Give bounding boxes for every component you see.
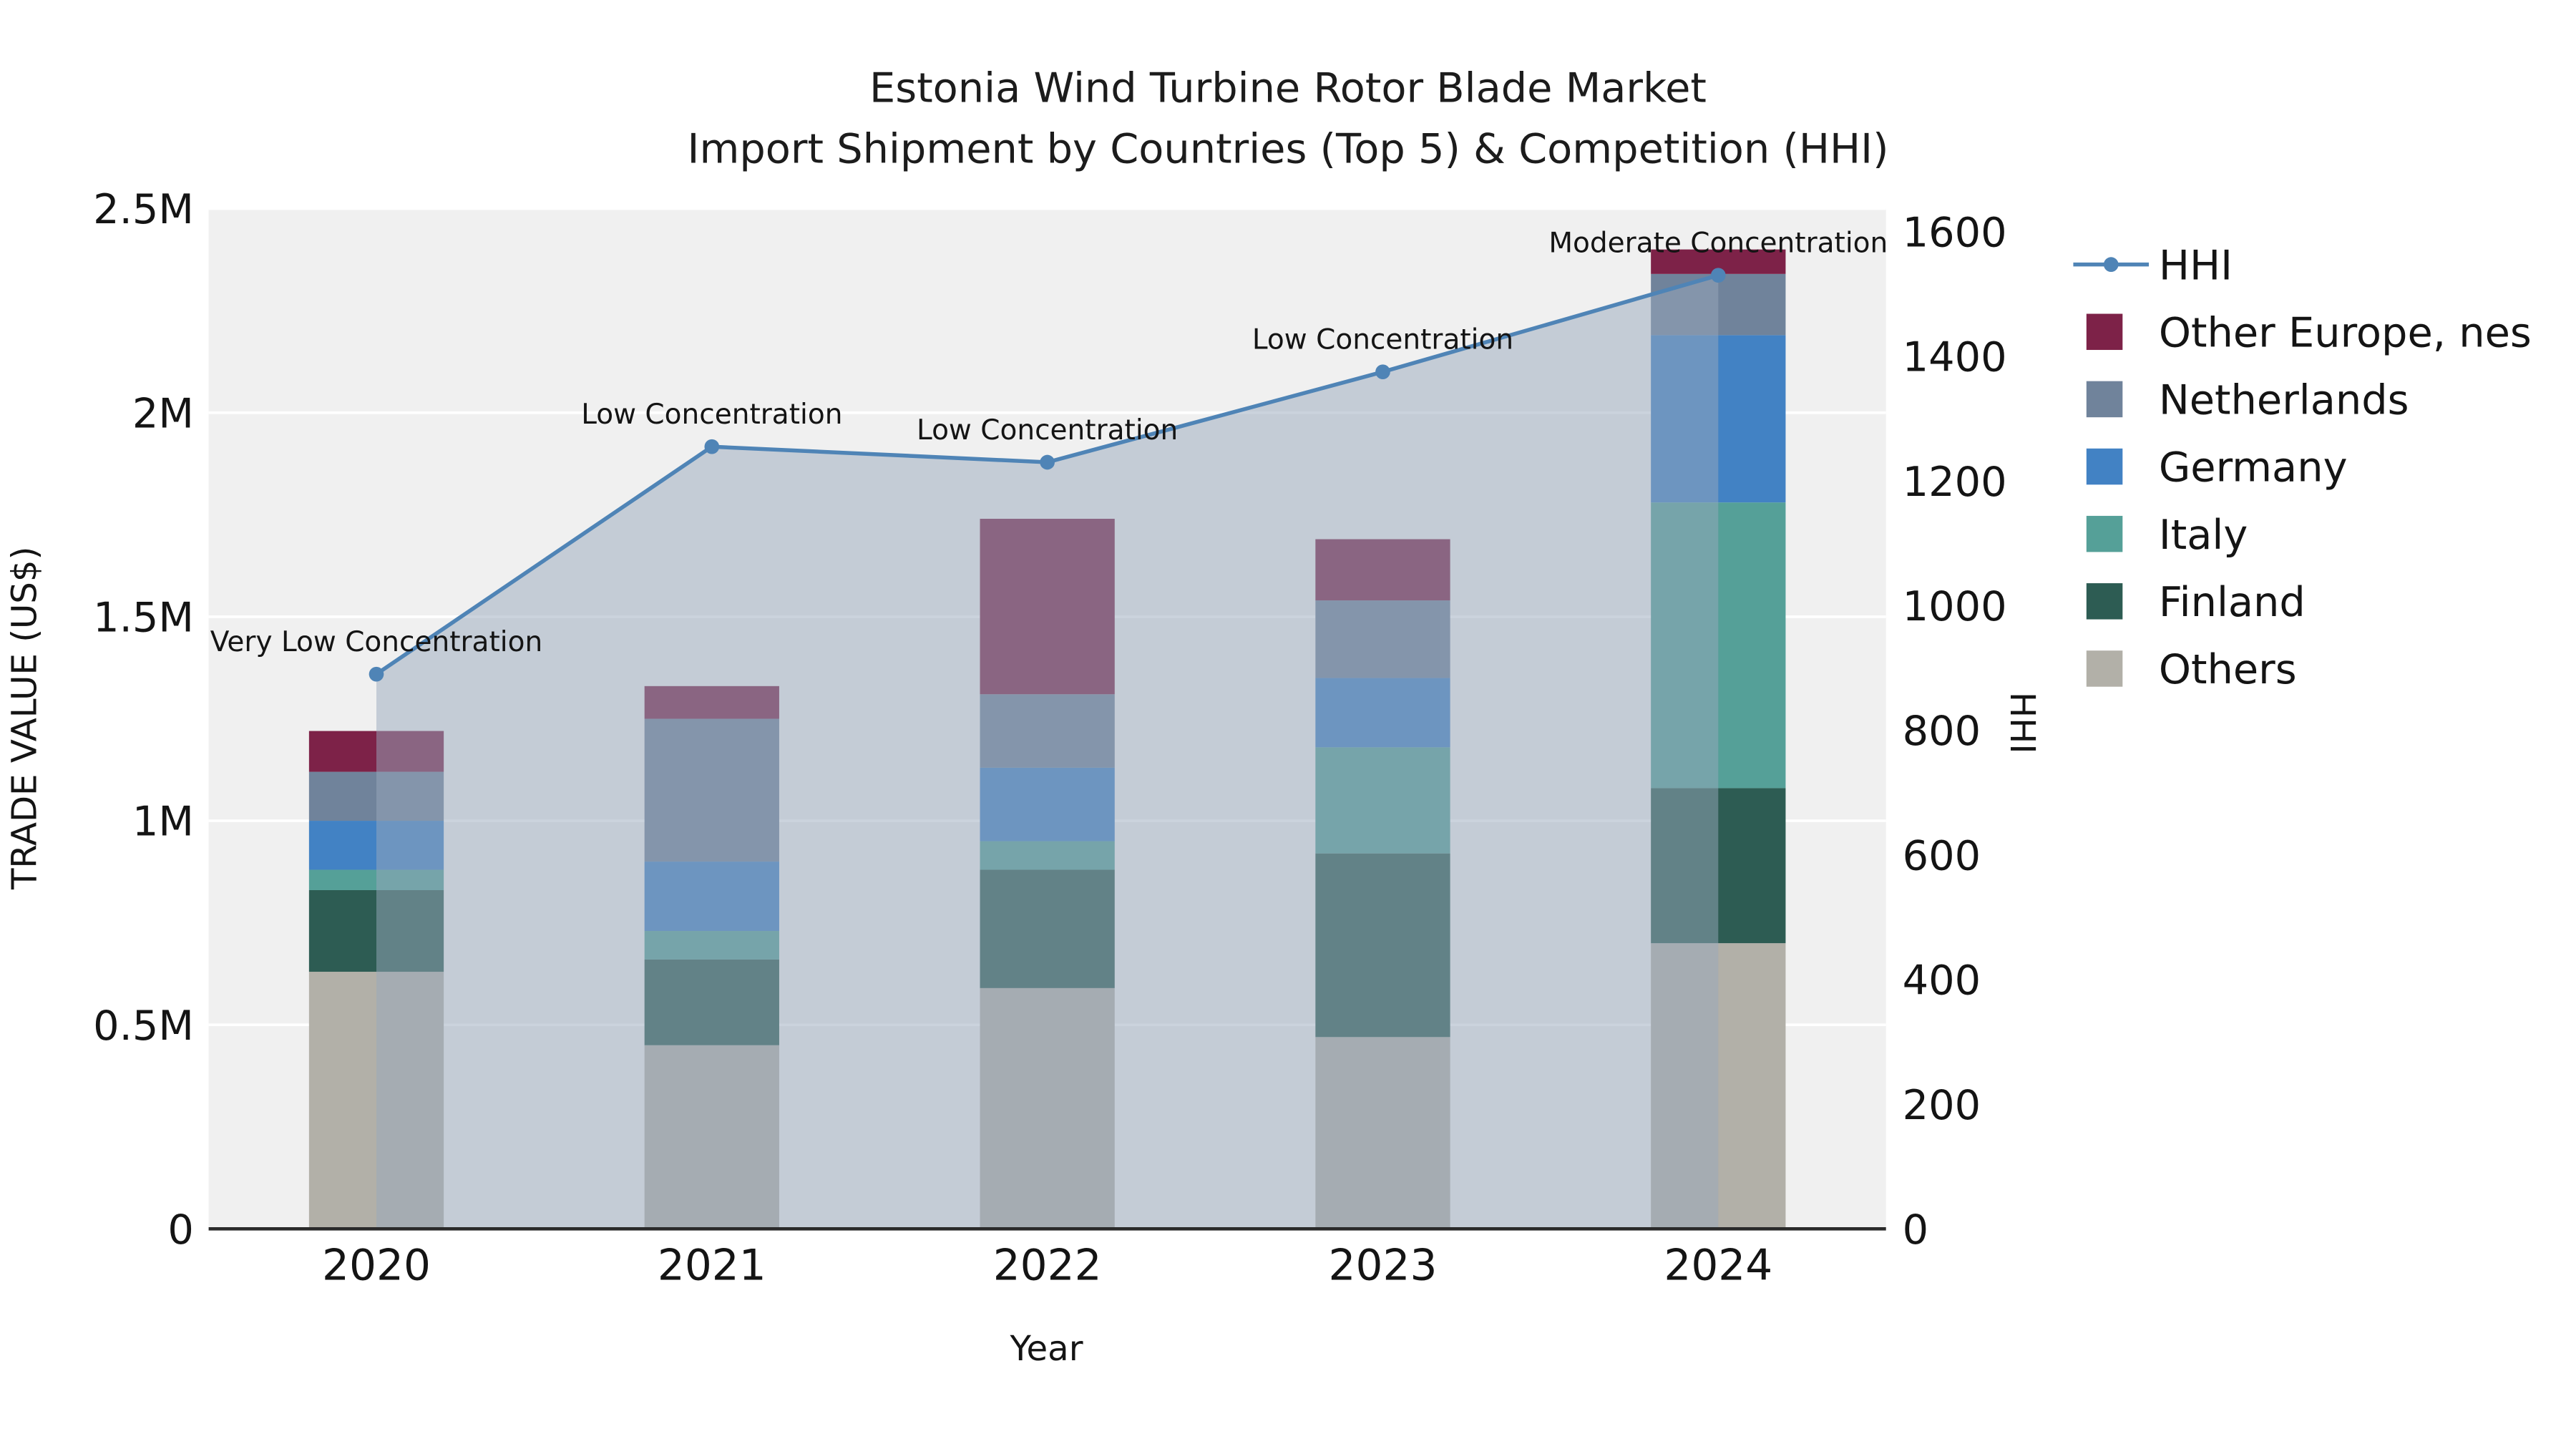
legend-label-finland: Finland bbox=[2159, 578, 2306, 626]
y-right-tick-label: 1600 bbox=[1903, 208, 2007, 256]
y-right-tick-label: 600 bbox=[1903, 831, 1981, 879]
y-right-tick-label: 1400 bbox=[1903, 333, 2007, 381]
hhi-annotation: Low Concentration bbox=[917, 414, 1178, 447]
y-left-tick-label: 1M bbox=[132, 798, 194, 846]
legend-swatch-finland bbox=[2086, 583, 2123, 620]
y-right-tick-label: 400 bbox=[1903, 957, 1981, 1005]
hhi-annotation: Moderate Concentration bbox=[1548, 228, 1888, 260]
plot-layer: Very Low Concentration Low Concentration L… bbox=[93, 185, 2007, 1290]
chart-title-line2: Import Shipment by Countries (Top 5) & C… bbox=[688, 125, 1889, 172]
y-left-tick-label: 0.5M bbox=[93, 1002, 194, 1050]
hhi-marker bbox=[704, 439, 720, 454]
legend-swatch-italy bbox=[2086, 515, 2123, 552]
y-right-tick-label: 200 bbox=[1903, 1081, 1981, 1129]
legend-hhi-marker bbox=[2103, 257, 2119, 272]
legend-swatch-germany bbox=[2086, 448, 2123, 485]
legend-label-italy: Italy bbox=[2159, 511, 2248, 559]
y-right-tick-label: 0 bbox=[1903, 1206, 1929, 1254]
y-right-tick-label: 800 bbox=[1903, 707, 1981, 755]
x-tick-label: 2022 bbox=[993, 1241, 1102, 1291]
hhi-marker bbox=[1040, 454, 1055, 470]
y-left-tick-label: 2M bbox=[132, 389, 194, 437]
hhi-annotation: Very Low Concentration bbox=[210, 626, 542, 658]
hhi-annotation: Low Concentration bbox=[581, 399, 842, 431]
y-left-tick-label: 1.5M bbox=[93, 594, 194, 642]
legend-label-others: Others bbox=[2159, 645, 2297, 693]
y-right-tick-label: 1200 bbox=[1903, 458, 2007, 506]
legend-swatch-netherlands bbox=[2086, 381, 2123, 418]
x-tick-label: 2024 bbox=[1664, 1241, 1772, 1291]
legend-label-other-europe-nes: Other Europe, nes bbox=[2159, 308, 2532, 356]
hhi-marker bbox=[369, 666, 384, 682]
hhi-area bbox=[376, 275, 1719, 1229]
legend-label-hhi: HHI bbox=[2159, 241, 2233, 289]
hhi-annotation: Low Concentration bbox=[1252, 324, 1513, 356]
x-tick-label: 2020 bbox=[322, 1241, 431, 1291]
legend-label-netherlands: Netherlands bbox=[2159, 376, 2409, 424]
legend-label-germany: Germany bbox=[2159, 444, 2348, 492]
y-left-tick-label: 2.5M bbox=[93, 185, 194, 233]
y-left-tick-label: 0 bbox=[167, 1206, 194, 1254]
legend-swatch-others bbox=[2086, 650, 2123, 687]
y-axis-left-title: TRADE VALUE (US$) bbox=[5, 547, 45, 890]
x-tick-label: 2023 bbox=[1329, 1241, 1438, 1291]
chart-title-line1: Estonia Wind Turbine Rotor Blade Market bbox=[869, 64, 1707, 112]
hhi-marker bbox=[1375, 364, 1390, 380]
x-tick-label: 2021 bbox=[658, 1241, 766, 1291]
y-right-tick-label: 1000 bbox=[1903, 582, 2007, 630]
hhi-marker bbox=[1710, 268, 1726, 283]
legend-swatch-other-europe-nes bbox=[2086, 313, 2123, 351]
x-axis-title: Year bbox=[1009, 1329, 1083, 1369]
legend: HHI Other Europe, nes Netherlands Germany It… bbox=[2073, 241, 2532, 693]
y-axis-right-title: HHI bbox=[2002, 692, 2042, 754]
